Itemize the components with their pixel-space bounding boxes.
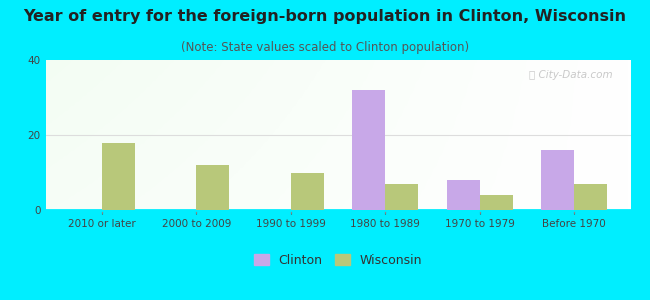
Text: Year of entry for the foreign-born population in Clinton, Wisconsin: Year of entry for the foreign-born popul… bbox=[23, 9, 627, 24]
Legend: Clinton, Wisconsin: Clinton, Wisconsin bbox=[254, 254, 422, 267]
Text: Ⓐ City-Data.com: Ⓐ City-Data.com bbox=[529, 70, 613, 80]
Bar bbox=[196, 165, 229, 210]
Bar bbox=[385, 184, 418, 210]
Text: (Note: State values scaled to Clinton population): (Note: State values scaled to Clinton po… bbox=[181, 40, 469, 53]
Bar bbox=[102, 142, 135, 210]
Bar bbox=[447, 180, 480, 210]
Bar bbox=[574, 184, 607, 210]
Bar bbox=[480, 195, 513, 210]
Bar bbox=[352, 90, 385, 210]
Bar bbox=[291, 172, 324, 210]
Bar bbox=[541, 150, 574, 210]
